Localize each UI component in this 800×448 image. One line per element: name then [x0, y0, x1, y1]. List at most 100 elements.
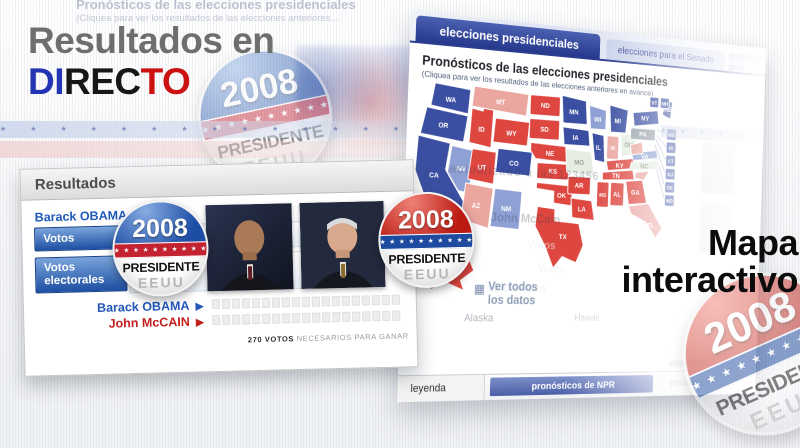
state-label-NH: NH: [662, 101, 669, 107]
vote-segment: [262, 314, 270, 324]
vote-segment: [342, 312, 350, 322]
callout-line: [651, 152, 666, 200]
legend-button[interactable]: leyenda: [397, 375, 485, 402]
state-label-MN: MN: [569, 109, 579, 117]
vote-segment: [252, 298, 260, 308]
vote-segment: [292, 313, 300, 323]
vote-segment: [282, 313, 290, 323]
tab-elecciones-senado[interactable]: elecciones para el Senado: [606, 39, 725, 71]
state-label-CA: CA: [429, 172, 439, 180]
results-panel: Resultados Barack OBAMA Votos Votos elec…: [20, 159, 419, 377]
state-SC[interactable]: [634, 170, 649, 180]
alaska-label: Alaska: [464, 312, 494, 324]
state-label-WA: WA: [445, 96, 456, 104]
badge-stars: ★ ★ ★ ★ ★ ★ ★ ★ ★ ★: [380, 232, 472, 250]
state-label-RI: RI: [669, 146, 674, 152]
arrow-right-icon: ▶: [195, 300, 204, 312]
votes-needed-note: 270 VOTOS NECESARIOS PARA GANAR: [248, 331, 409, 344]
vote-segment: [242, 298, 250, 308]
results-header: Resultados: [21, 160, 414, 201]
vote-segment: [312, 313, 320, 323]
vote-segment: [352, 312, 360, 322]
state-label-TN: TN: [612, 173, 620, 180]
tab-elecciones-otras[interactable]: elecciones para: [729, 52, 766, 76]
state-label-VA: VA: [641, 154, 649, 161]
obama-name-label: Barack OBAMA: [35, 208, 128, 224]
ghost-heading: Pronósticos de las elecciones presidenci…: [76, 0, 356, 12]
vote-segment: [232, 299, 240, 309]
state-label-IN: IN: [610, 146, 615, 152]
state-label-AZ: AZ: [472, 203, 481, 210]
headline-line2: DIRECTO: [28, 61, 274, 102]
state-label-OR: OR: [438, 122, 448, 130]
state-label-MO: MO: [574, 159, 584, 166]
vote-segment: [332, 312, 340, 322]
vote-segment: [292, 297, 300, 307]
obama-photo: [205, 203, 293, 291]
vote-segment: [212, 315, 220, 325]
vote-segment: [392, 295, 400, 305]
vote-segment: [222, 315, 230, 325]
state-label-LA: LA: [578, 206, 586, 213]
state-label-MD: MD: [666, 199, 673, 205]
state-label-NC: NC: [640, 163, 648, 170]
state-label-NY: NY: [641, 116, 649, 123]
mccain-photo: [299, 201, 385, 289]
vote-segment: [262, 298, 270, 308]
vote-segment: [372, 295, 380, 305]
state-label-NE: NE: [545, 151, 554, 158]
state-label-MS: MS: [599, 193, 606, 199]
badge-stars: ★ ★ ★ ★ ★ ★ ★ ★ ★ ★: [114, 241, 206, 259]
state-label-IL: IL: [596, 145, 602, 152]
state-label-AR: AR: [575, 183, 584, 190]
hawaii-label: Hawaii: [574, 313, 599, 323]
vote-segment: [382, 295, 390, 305]
vote-segment: [272, 298, 280, 308]
state-label-MT: MT: [496, 99, 506, 107]
vote-segment: [312, 297, 320, 307]
results-title: Resultados: [35, 174, 116, 193]
vote-segment: [392, 311, 400, 321]
ver-todos-link[interactable]: Ver todos los datos: [488, 279, 553, 307]
list-item-mccain[interactable]: John McCAIN ▶: [32, 314, 204, 332]
vote-segment: [222, 299, 230, 309]
state-label-DE: DE: [667, 186, 674, 192]
vote-segment: [372, 311, 380, 321]
vote-segment: [282, 297, 290, 307]
vote-segment: [302, 297, 310, 307]
state-label-VT: VT: [651, 101, 657, 107]
page-title: Resultados en DIRECTO: [28, 20, 274, 102]
state-label-KY: KY: [615, 163, 624, 170]
vote-segment: [352, 296, 360, 306]
vote-segment: [302, 313, 310, 323]
npr-forecast-button[interactable]: pronósticos de NPR: [490, 375, 653, 396]
sidebar-thumbnail-obama: [701, 143, 736, 195]
ghost-mccain-label: John McCain: [490, 210, 560, 227]
vote-segment: [242, 314, 250, 324]
headline-line1: Resultados en: [28, 20, 274, 61]
state-label-AL: AL: [613, 192, 622, 199]
vote-segment: [382, 311, 390, 321]
arrow-right-icon: ▶: [196, 316, 205, 328]
vote-segment: [362, 311, 370, 321]
state-label-WI: WI: [594, 117, 601, 124]
vote-segment: [272, 314, 280, 324]
vote-segment: [212, 299, 220, 309]
state-label-NJ: NJ: [667, 173, 673, 179]
state-label-SD: SD: [540, 127, 549, 134]
interactive-map-caption: Mapa interactivo: [556, 224, 798, 298]
state-label-ID: ID: [478, 126, 485, 133]
state-label-PA: PA: [639, 132, 647, 139]
obama-vote-bar: [212, 295, 400, 310]
page: ★ ★ ★ ★ ★ ★ ★ ★ ★ ★ ★ ★ ★ ★ ★ ★ ★ ★ ★ ★ …: [0, 0, 800, 448]
vote-segment: [322, 296, 330, 306]
ghost-votos-label: Votos: [528, 238, 556, 252]
state-label-CT: CT: [668, 159, 675, 165]
mccain-vote-bar: [212, 311, 400, 326]
tab-elecciones-presidenciales[interactable]: elecciones presidenciales: [416, 15, 601, 59]
list-item-obama[interactable]: Barack OBAMA ▶: [32, 298, 204, 316]
state-label-WV: WV: [407, 75, 418, 78]
vote-segment: [322, 312, 330, 322]
vote-segment: [342, 296, 350, 306]
state-label-GA: GA: [631, 190, 640, 197]
